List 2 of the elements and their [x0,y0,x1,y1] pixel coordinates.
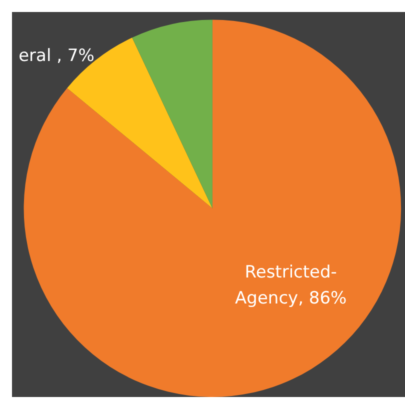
slice-label: Restricted-Agency, 86% [235,262,347,308]
slice-label: eral , 7% [18,46,94,66]
